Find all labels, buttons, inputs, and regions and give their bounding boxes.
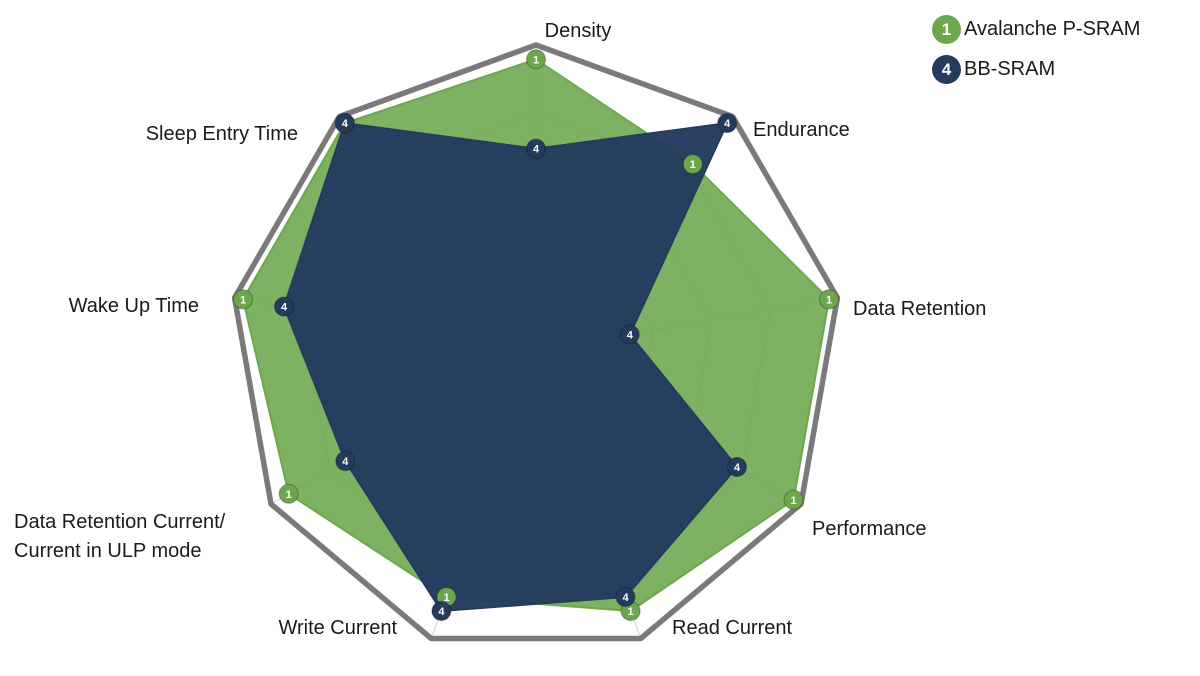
data-point-marker[interactable] (431, 600, 452, 622)
data-point-marker[interactable] (726, 456, 748, 478)
series-1-marker-icon: 1 (932, 15, 961, 44)
data-point-avalanche-p-sram-endurance[interactable]: 1 (682, 154, 703, 175)
axis-label-write-current: Write Current (278, 617, 397, 639)
data-point-marker[interactable] (232, 289, 254, 310)
legend-label-avalanche-p-sram: Avalanche P-SRAM (964, 18, 1141, 40)
axis-label-layer: Density Endurance Data Retention Performanc… (14, 20, 986, 639)
series-layer (242, 58, 830, 612)
data-point-bb-sram-read-current[interactable]: 4 (615, 586, 636, 608)
data-point-marker[interactable] (273, 296, 295, 317)
data-point-bb-sram-wake-up-time[interactable]: 4 (273, 296, 295, 317)
data-point-marker[interactable] (335, 451, 356, 472)
data-point-bb-sram-performance[interactable]: 4 (726, 456, 748, 478)
legend-label-bb-sram: BB-SRAM (964, 58, 1056, 80)
data-point-avalanche-p-sram-data-retention-current-current-in-ulp-mode[interactable]: 1 (278, 483, 299, 504)
axis-label-data-retention: Data Retention (853, 298, 986, 320)
legend-item-bb-sram[interactable]: 4 BB-SRAM (932, 55, 1140, 84)
data-point-marker[interactable] (818, 289, 840, 310)
data-point-marker[interactable] (525, 49, 547, 70)
data-point-marker[interactable] (615, 586, 636, 608)
data-point-marker[interactable] (525, 138, 547, 159)
axis-label-wake-up-time: Wake Up Time (69, 295, 199, 317)
marker-layer: 111111111444444444 (232, 49, 840, 622)
series-4-marker-icon: 4 (932, 55, 961, 84)
data-point-avalanche-p-sram-wake-up-time[interactable]: 1 (232, 289, 254, 310)
series-area-bb-sram[interactable] (283, 122, 738, 612)
axis-label-endurance: Endurance (753, 119, 850, 141)
axis-label-performance: Performance (812, 518, 927, 540)
data-point-avalanche-p-sram-data-retention[interactable]: 1 (818, 289, 840, 310)
data-point-marker[interactable] (717, 112, 738, 134)
data-point-bb-sram-density[interactable]: 4 (525, 138, 547, 159)
data-point-avalanche-p-sram-performance[interactable]: 1 (783, 489, 804, 510)
data-point-marker[interactable] (783, 489, 804, 510)
axis-label-density: Density (545, 20, 612, 42)
axis-label-read-current: Read Current (672, 617, 793, 639)
data-point-avalanche-p-sram-density[interactable]: 1 (525, 49, 547, 70)
data-point-bb-sram-write-current[interactable]: 4 (431, 600, 452, 622)
data-point-bb-sram-endurance[interactable]: 4 (717, 112, 738, 134)
outer-ring (231, 42, 841, 642)
axis-label-sleep-entry-time: Sleep Entry Time (146, 123, 298, 145)
data-point-bb-sram-data-retention[interactable]: 4 (619, 324, 640, 345)
data-point-marker[interactable] (619, 324, 640, 345)
data-point-marker[interactable] (334, 112, 355, 134)
data-point-marker[interactable] (682, 154, 703, 175)
axis-label-data-retention-current-current-in-ulp-mode: Data Retention Current/Current in ULP mo… (14, 511, 226, 562)
data-point-marker[interactable] (278, 483, 299, 504)
data-point-bb-sram-sleep-entry-time[interactable]: 4 (334, 112, 355, 134)
legend-item-avalanche-p-sram[interactable]: 1 Avalanche P-SRAM (932, 15, 1140, 44)
data-point-bb-sram-data-retention-current-current-in-ulp-mode[interactable]: 4 (335, 451, 356, 472)
legend: 1 Avalanche P-SRAM 4 BB-SRAM (932, 15, 1140, 84)
